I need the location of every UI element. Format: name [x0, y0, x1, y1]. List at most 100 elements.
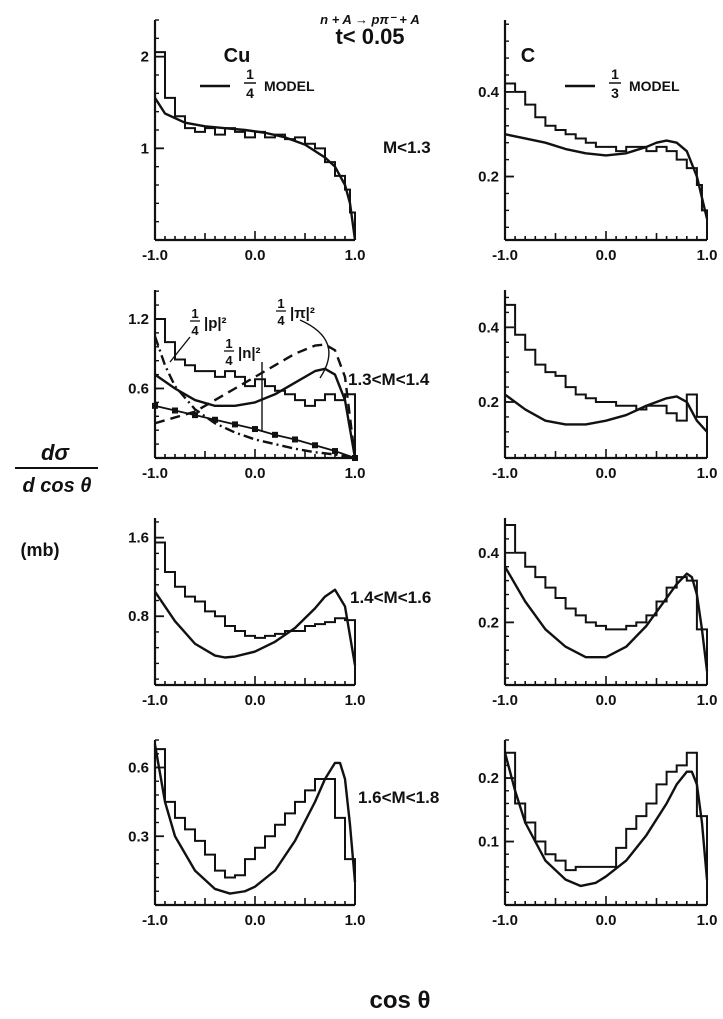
series-curve-curve — [504, 133, 709, 220]
x-tick-label: 1.0 — [345, 692, 366, 709]
histogram-steps — [505, 82, 708, 240]
y-tick-label: 0.6 — [128, 760, 149, 777]
x-tick-label: 0.0 — [245, 465, 266, 482]
pi-label-pointer — [299, 319, 330, 379]
n-component-marker — [292, 436, 298, 443]
x-tick-label: 0.0 — [596, 692, 617, 709]
legend-fraction-den: 3 — [611, 85, 619, 101]
x-axis-label: cos θ — [370, 987, 431, 1014]
x-tick-label: -1.0 — [142, 692, 168, 709]
histogram-steps — [155, 748, 356, 905]
component-fraction-den: 4 — [225, 353, 233, 368]
y-axis-label-denominator: d cos θ — [23, 475, 92, 497]
x-tick-label: 1.0 — [697, 912, 718, 929]
component-label-1: 1 4 |n|² — [224, 336, 261, 368]
histogram-steps — [505, 303, 708, 458]
series-curve-curve — [503, 752, 709, 888]
x-tick-label: -1.0 — [492, 912, 518, 929]
series-curve-curve — [153, 744, 357, 895]
p-label-pointer — [169, 336, 191, 363]
x-tick-label: 0.0 — [245, 912, 266, 929]
x-tick-label: 1.0 — [345, 247, 366, 264]
x-tick-label: 0.0 — [596, 912, 617, 929]
legend-fraction-num: 1 — [611, 66, 619, 82]
y-tick-label: 0.2 — [478, 169, 499, 186]
histogram-steps — [155, 51, 356, 240]
component-fraction-num: 1 — [225, 336, 232, 351]
n-component-marker — [232, 421, 238, 428]
n-component-marker — [172, 407, 178, 414]
series-curve-curve — [504, 393, 708, 433]
x-tick-label: 0.0 — [596, 465, 617, 482]
mass-window-label: M<1.3 — [383, 138, 431, 157]
component-name: |p|² — [204, 315, 227, 332]
legend-fraction-num: 1 — [246, 66, 254, 82]
component-name: |π|² — [290, 305, 315, 322]
series-curve-curve — [154, 588, 357, 666]
component-label-2: 1 4 |π|² — [276, 296, 315, 328]
x-tick-label: 0.0 — [245, 247, 266, 264]
x-tick-label: 1.0 — [345, 465, 366, 482]
component-fraction-den: 4 — [277, 313, 285, 328]
chart-panel-cu-3: -1.0 0.0 1.0 0.8 1.6 1.4<M<1.6 — [128, 518, 431, 709]
x-tick-label: 1.0 — [697, 465, 718, 482]
x-tick-label: -1.0 — [492, 692, 518, 709]
chart-panel-c-4: -1.0 0.0 1.0 0.1 0.2 — [478, 739, 718, 929]
y-tick-label: 1.6 — [128, 530, 149, 547]
y-axis-units: (mb) — [21, 540, 60, 560]
y-tick-label: 0.6 — [128, 380, 149, 397]
n-component-marker — [352, 455, 358, 461]
x-tick-label: -1.0 — [142, 247, 168, 264]
x-tick-label: -1.0 — [492, 465, 518, 482]
mass-window-label: 1.3<M<1.4 — [348, 370, 430, 389]
component-fraction-num: 1 — [191, 306, 198, 321]
reaction-label: n + A → pπ⁻ + A — [320, 12, 420, 27]
t-cut-label: t< 0.05 — [335, 24, 404, 49]
series-model-curve — [154, 367, 357, 459]
n-component-marker — [312, 442, 318, 449]
component-name: |n|² — [238, 345, 261, 362]
n-component-marker — [332, 448, 338, 455]
mass-window-label: 1.6<M<1.8 — [358, 788, 439, 807]
legend-fraction-den: 4 — [246, 85, 254, 101]
y-tick-label: 0.2 — [478, 770, 499, 787]
histogram-steps — [155, 541, 356, 685]
legend-text: MODEL — [629, 78, 680, 94]
chart-panel-cu-4: -1.0 0.0 1.0 0.3 0.6 1.6<M<1.8 — [128, 739, 439, 929]
component-fraction-num: 1 — [277, 296, 284, 311]
x-tick-label: 0.0 — [245, 692, 266, 709]
y-tick-label: 0.2 — [478, 614, 499, 631]
mass-window-label: 1.4<M<1.6 — [350, 588, 431, 607]
y-axis-label-numerator: dσ — [41, 440, 70, 465]
histogram-steps — [155, 317, 356, 458]
y-tick-label: 1.2 — [128, 311, 149, 328]
y-tick-label: 0.4 — [478, 319, 500, 336]
x-tick-label: 1.0 — [697, 692, 718, 709]
n-component-marker — [192, 412, 198, 419]
column-title: C — [521, 45, 535, 67]
n-component-marker — [152, 402, 158, 409]
y-tick-label: 0.3 — [128, 828, 149, 845]
x-tick-label: -1.0 — [142, 465, 168, 482]
y-tick-label: 0.4 — [478, 545, 500, 562]
y-tick-label: 0.8 — [128, 608, 149, 625]
x-tick-label: 0.0 — [596, 247, 617, 264]
n-component-marker — [212, 416, 218, 423]
chart-panel-c-1: -1.0 0.0 1.0 0.2 0.4 C 1 3 MODEL — [478, 20, 717, 264]
chart-panel-cu-2: -1.0 0.0 1.0 0.6 1.2 1.3<M<1.4 1 4 |p|² 1 4 |n|² 1 4 |… — [128, 290, 430, 482]
column-title: Cu — [224, 45, 251, 67]
y-tick-label: 0.1 — [478, 834, 499, 851]
y-tick-label: 1 — [141, 140, 149, 157]
series-curve-curve — [153, 97, 357, 241]
x-tick-label: -1.0 — [142, 912, 168, 929]
component-label-0: 1 4 |p|² — [190, 306, 227, 338]
series-p-curve — [153, 335, 356, 460]
chart-panel-c-2: -1.0 0.0 1.0 0.2 0.4 — [478, 290, 717, 482]
x-tick-label: 1.0 — [697, 247, 718, 264]
component-fraction-den: 4 — [191, 323, 199, 338]
series-curve-curve — [503, 566, 709, 672]
series-π-curve — [154, 343, 357, 459]
histogram-steps — [505, 751, 708, 905]
